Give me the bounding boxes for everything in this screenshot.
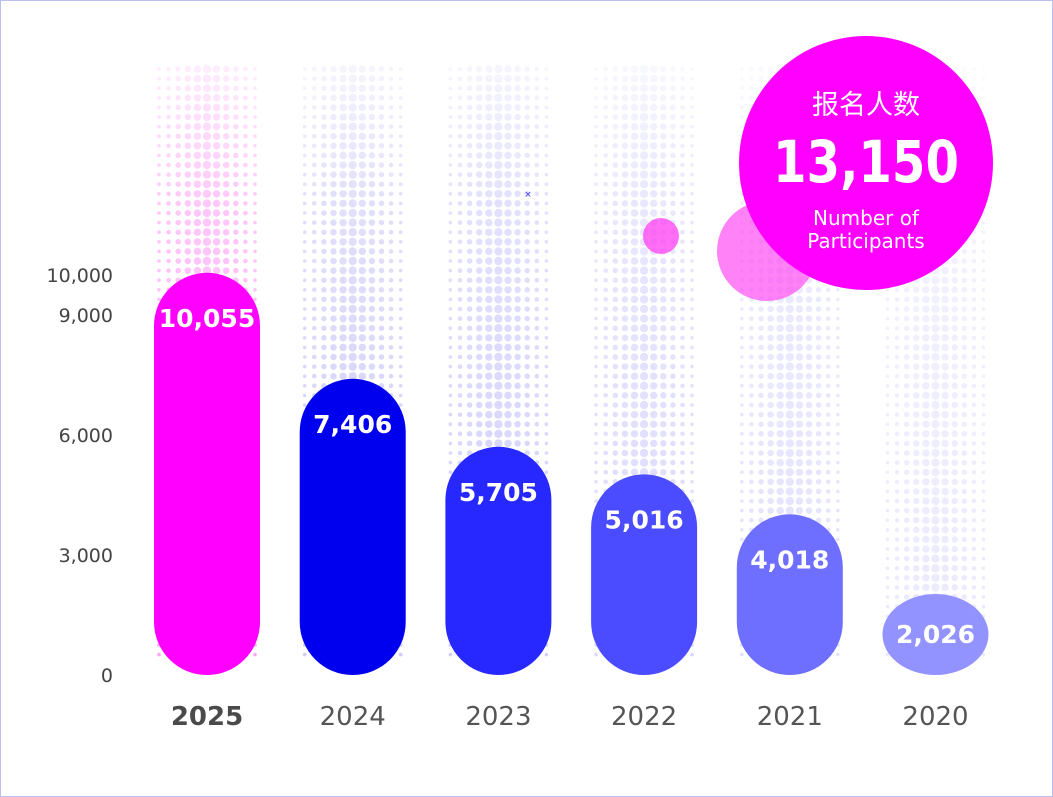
x-tick-label-2025: 2025: [171, 702, 243, 732]
bar-2023: [445, 446, 552, 675]
bars: 10,055 7,406 5,705 5,016 4,018 2,026: [154, 272, 989, 675]
x-tick-label-2022: 2022: [611, 702, 677, 732]
x-tick-label-2020: 2020: [902, 702, 968, 732]
bar-2022: [591, 474, 698, 675]
bar-value-label-2025: 10,055: [159, 304, 255, 333]
x-axis-tick-labels: 2025 2024 2023 2022 2021 2020: [171, 702, 969, 732]
bar-value-label-2020: 2,026: [896, 620, 975, 649]
total-participants-badge: 报名人数 13,150 Number of Participants: [739, 36, 993, 290]
y-axis-tick-labels: 0 3,000 6,000 9,000 10,000: [47, 265, 113, 687]
y-tick-label: 3,000: [59, 545, 113, 567]
x-tick-label-2023: 2023: [465, 702, 531, 732]
bar-value-label-2024: 7,406: [313, 410, 392, 439]
bar-2025: [154, 272, 260, 675]
badge-total-value: 13,150: [773, 128, 959, 196]
badge-title-cn: 报名人数: [812, 90, 920, 121]
y-tick-label: 0: [101, 665, 113, 687]
bar-value-label-2023: 5,705: [459, 478, 538, 507]
y-tick-label: 10,000: [47, 265, 113, 287]
bar-2020: [882, 594, 989, 675]
y-tick-label: 6,000: [59, 425, 113, 447]
x-tick-label-2021: 2021: [757, 702, 823, 732]
bar-2024: [299, 378, 406, 675]
bar-2021: [736, 514, 843, 675]
badge-subtitle-line2: Participants: [807, 229, 924, 253]
badge-subtitle-line1: Number of: [813, 206, 920, 230]
x-tick-label-2024: 2024: [320, 702, 386, 732]
bar-value-label-2022: 5,016: [605, 505, 684, 534]
tiny-cross-mark: ×: [524, 190, 532, 200]
badge-circle: [739, 36, 993, 290]
bar-value-label-2021: 4,018: [750, 545, 829, 574]
small-bubble-decoration: [643, 218, 679, 254]
y-tick-label: 9,000: [59, 305, 113, 327]
